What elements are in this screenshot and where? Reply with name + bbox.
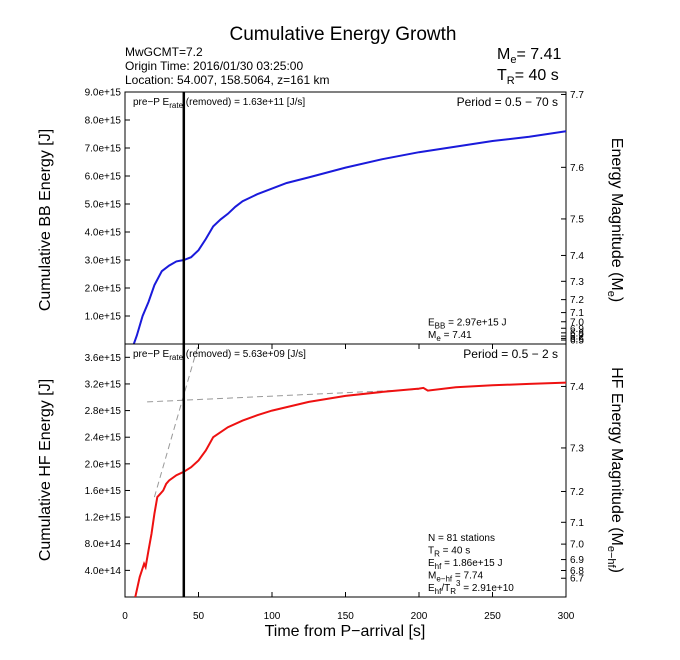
- hf-ytick-label: 2.0e+15: [85, 459, 122, 470]
- bb-prep-label: pre−P Erate (removed) = 1.63e+11 [J/s]: [133, 97, 305, 110]
- x-tick-label: 100: [264, 611, 281, 622]
- bb-ytick-label: 1.0e+15: [85, 312, 122, 323]
- bb-right-tick-label: 7.2: [570, 295, 584, 306]
- hf-ytick-label: 3.2e+15: [85, 379, 122, 390]
- bb-ytick-label: 5.0e+15: [85, 200, 122, 211]
- hf-right-tick-label: 7.2: [570, 487, 584, 498]
- bb-ytick-label: 7.0e+15: [85, 144, 122, 155]
- hf-fit-line: [153, 344, 199, 498]
- bb-right-axis-label: Energy Magnitude (Me): [605, 138, 625, 302]
- bb-note: Me = 7.41: [428, 330, 472, 343]
- bb-right-tick-label: 7.7: [570, 90, 584, 101]
- bb-right-tick-label: 7.4: [570, 251, 584, 262]
- origin-time: Origin Time: 2016/01/30 03:25:00: [125, 59, 303, 73]
- bb-right-tick-label: 6.8: [570, 328, 584, 339]
- x-tick-label: 300: [558, 611, 575, 622]
- hf-right-tick-label: 6.8: [570, 566, 584, 577]
- bb-right-tick-label: 6.7: [570, 332, 584, 343]
- hf-right-tick-label: 7.0: [570, 540, 584, 551]
- hf-y-axis-label: Cumulative HF Energy [J]: [37, 379, 54, 561]
- bb-note: EBB = 2.97e+15 J: [428, 318, 507, 331]
- bb-ytick-label: 9.0e+15: [85, 88, 122, 99]
- bb-energy-line: [132, 130, 566, 344]
- hf-right-tick-label: 6.9: [570, 555, 584, 566]
- hf-note: TR = 40 s: [428, 546, 470, 559]
- bb-right-tick-label: 6.5: [570, 336, 584, 347]
- bb-right-tick-label: 7.1: [570, 308, 584, 319]
- hf-ytick-label: 4.0e+14: [85, 566, 122, 577]
- tr-summary: TR= 40 s: [497, 67, 559, 87]
- hf-period-label: Period = 0.5 − 2 s: [463, 347, 558, 361]
- bb-ytick-label: 2.0e+15: [85, 284, 122, 295]
- hf-ytick-label: 3.6e+15: [85, 353, 122, 364]
- bb-right-tick-label: 7.5: [570, 214, 584, 225]
- hf-right-tick-label: 7.4: [570, 382, 584, 393]
- hf-fit-line: [147, 388, 420, 403]
- x-tick-label: 0: [122, 611, 128, 622]
- bb-right-tick-label: 6.9: [570, 324, 584, 335]
- x-tick-label: 200: [411, 611, 428, 622]
- bb-ytick-label: 4.0e+15: [85, 228, 122, 239]
- hf-right-tick-label: 6.7: [570, 574, 584, 585]
- hf-note: Me−hf = 7.74: [428, 571, 483, 584]
- hf-right-axis-label: HF Energy Magnitude (Me−hf): [605, 367, 625, 573]
- hf-note: N = 81 stations: [428, 533, 495, 544]
- hf-ytick-label: 8.0e+14: [85, 539, 122, 550]
- hf-energy-panel: 4.0e+14 8.0e+14 1.2e+15 1.6e+15 2.0e+15 2.4e+…: [85, 343, 584, 598]
- bb-y-axis-label: Cumulative BB Energy [J]: [37, 129, 54, 311]
- bb-frame: [124, 91, 567, 345]
- x-tick-label: 150: [337, 611, 354, 622]
- hf-ytick-label: 1.6e+15: [85, 486, 122, 497]
- bb-ytick-label: 6.0e+15: [85, 172, 122, 183]
- chart-title: Cumulative Energy Growth: [229, 24, 456, 45]
- location: Location: 54.007, 158.5064, z=161 km: [125, 73, 330, 87]
- x-tick-label: 250: [484, 611, 501, 622]
- hf-note: Ehf = 1.86e+15 J: [428, 558, 503, 571]
- event-magnitude: MwGCMT=7.2: [125, 45, 203, 59]
- bb-period-label: Period = 0.5 − 70 s: [457, 95, 558, 109]
- x-axis-label: Time from P−arrival [s]: [265, 623, 426, 640]
- x-axis: 0 50 100 150 200 250 300: [122, 344, 575, 622]
- bb-right-tick-label: 7.3: [570, 277, 584, 288]
- hf-ytick-label: 2.8e+15: [85, 406, 122, 417]
- hf-ytick-label: 1.2e+15: [85, 513, 122, 524]
- hf-right-tick-label: 7.1: [570, 518, 584, 529]
- hf-prep-label: pre−P Erate (removed) = 5.63e+09 [J/s]: [133, 349, 306, 362]
- hf-ytick-label: 2.4e+15: [85, 433, 122, 444]
- hf-note: Ehf/TR3 = 2.91e+10: [428, 579, 514, 596]
- bb-energy-panel: 1.0e+15 2.0e+15 3.0e+15 4.0e+15 5.0e+15 6.0e+…: [85, 88, 585, 347]
- bb-ytick-label: 3.0e+15: [85, 256, 122, 267]
- me-summary: Me= 7.41: [497, 46, 561, 66]
- bb-ytick-label: 8.0e+15: [85, 116, 122, 127]
- bb-right-tick-label: 7.6: [570, 163, 584, 174]
- hf-right-tick-label: 7.3: [570, 443, 584, 454]
- x-tick-label: 50: [193, 611, 205, 622]
- bb-right-tick-label: 7.0: [570, 317, 584, 328]
- hf-energy-line: [134, 381, 566, 597]
- bb-right-tick-label: 6.6: [570, 334, 584, 345]
